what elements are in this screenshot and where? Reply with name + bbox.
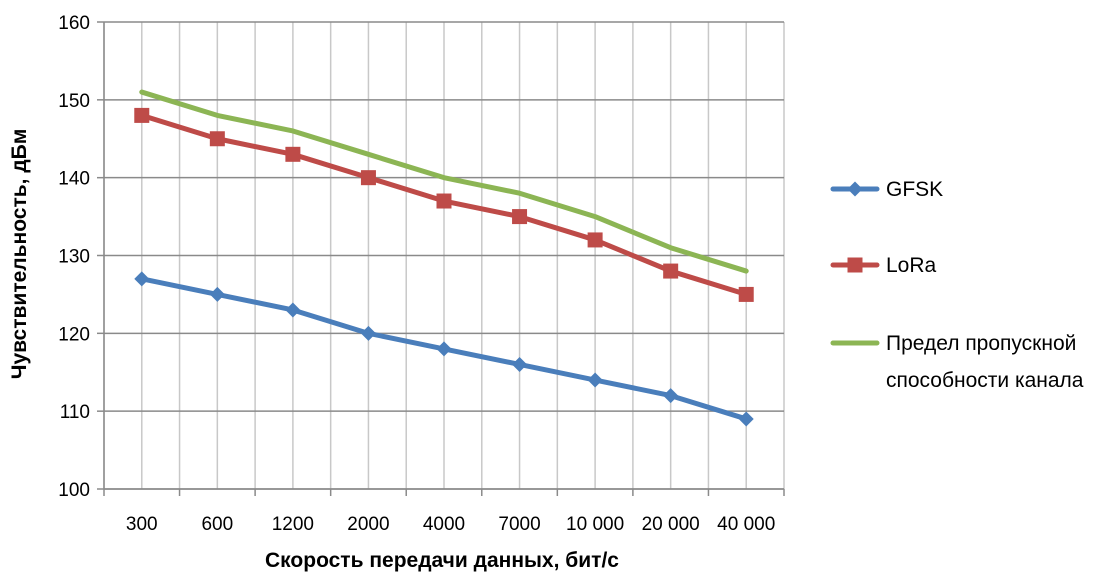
data-point <box>512 356 528 372</box>
data-point <box>436 341 452 357</box>
x-tick-label: 40 000 <box>717 514 775 535</box>
y-tick-label: 100 <box>58 480 90 501</box>
data-point <box>512 209 528 225</box>
data-point <box>285 302 301 318</box>
data-point <box>134 107 150 123</box>
y-tick-label: 130 <box>58 247 90 268</box>
x-tick-label: 2000 <box>347 514 389 535</box>
data-point <box>587 372 603 388</box>
data-point <box>360 325 376 341</box>
data-point <box>663 388 679 404</box>
legend-marker <box>847 257 863 273</box>
series-layer <box>134 89 754 427</box>
series-line <box>139 89 749 274</box>
data-point <box>285 146 301 162</box>
data-point <box>134 271 150 287</box>
grid-lines <box>103 21 785 490</box>
legend-item-2: Предел пропускной способности канала <box>830 332 1084 392</box>
y-axis-title: Чувствительность, дБм <box>8 129 31 380</box>
series-1 <box>134 107 754 302</box>
x-axis-title: Скорость передачи данных, бит/с <box>265 549 619 572</box>
legend-label: Предел пропускной <box>886 332 1076 355</box>
y-tick-label: 150 <box>58 91 90 112</box>
axes <box>97 21 785 496</box>
y-axis-tick-labels: 100 110 120 130 140 150 160 <box>58 13 90 501</box>
data-point <box>360 170 376 186</box>
data-point <box>738 411 754 427</box>
legend-item-1: LoRa <box>830 254 937 277</box>
x-axis-tick-labels: 300 600 1200 2000 4000 7000 10 000 20 000 40 000 <box>126 514 775 535</box>
x-tick-label: 10 000 <box>566 514 624 535</box>
data-point <box>209 286 225 302</box>
data-point <box>738 286 754 302</box>
x-tick-label: 300 <box>126 514 158 535</box>
x-tick-label: 4000 <box>423 514 465 535</box>
legend-item-0: GFSK <box>830 178 943 201</box>
x-tick-label: 20 000 <box>642 514 700 535</box>
y-tick-label: 140 <box>58 169 90 190</box>
data-point <box>663 263 679 279</box>
series-2 <box>139 89 749 274</box>
legend-label: LoRa <box>886 254 937 277</box>
legend-label: GFSK <box>886 178 943 201</box>
series-0 <box>134 271 754 427</box>
data-point <box>587 232 603 248</box>
legend-label: способности канала <box>886 369 1084 392</box>
y-tick-label: 120 <box>58 324 90 345</box>
data-point <box>436 193 452 209</box>
y-tick-label: 160 <box>58 13 90 34</box>
x-tick-label: 1200 <box>272 514 314 535</box>
x-tick-label: 600 <box>201 514 233 535</box>
legend: GFSK LoRa Предел пропускной способности кан… <box>830 178 1084 392</box>
x-tick-label: 7000 <box>498 514 540 535</box>
legend-marker <box>847 181 863 197</box>
data-point <box>209 131 225 147</box>
y-tick-label: 110 <box>60 402 90 423</box>
